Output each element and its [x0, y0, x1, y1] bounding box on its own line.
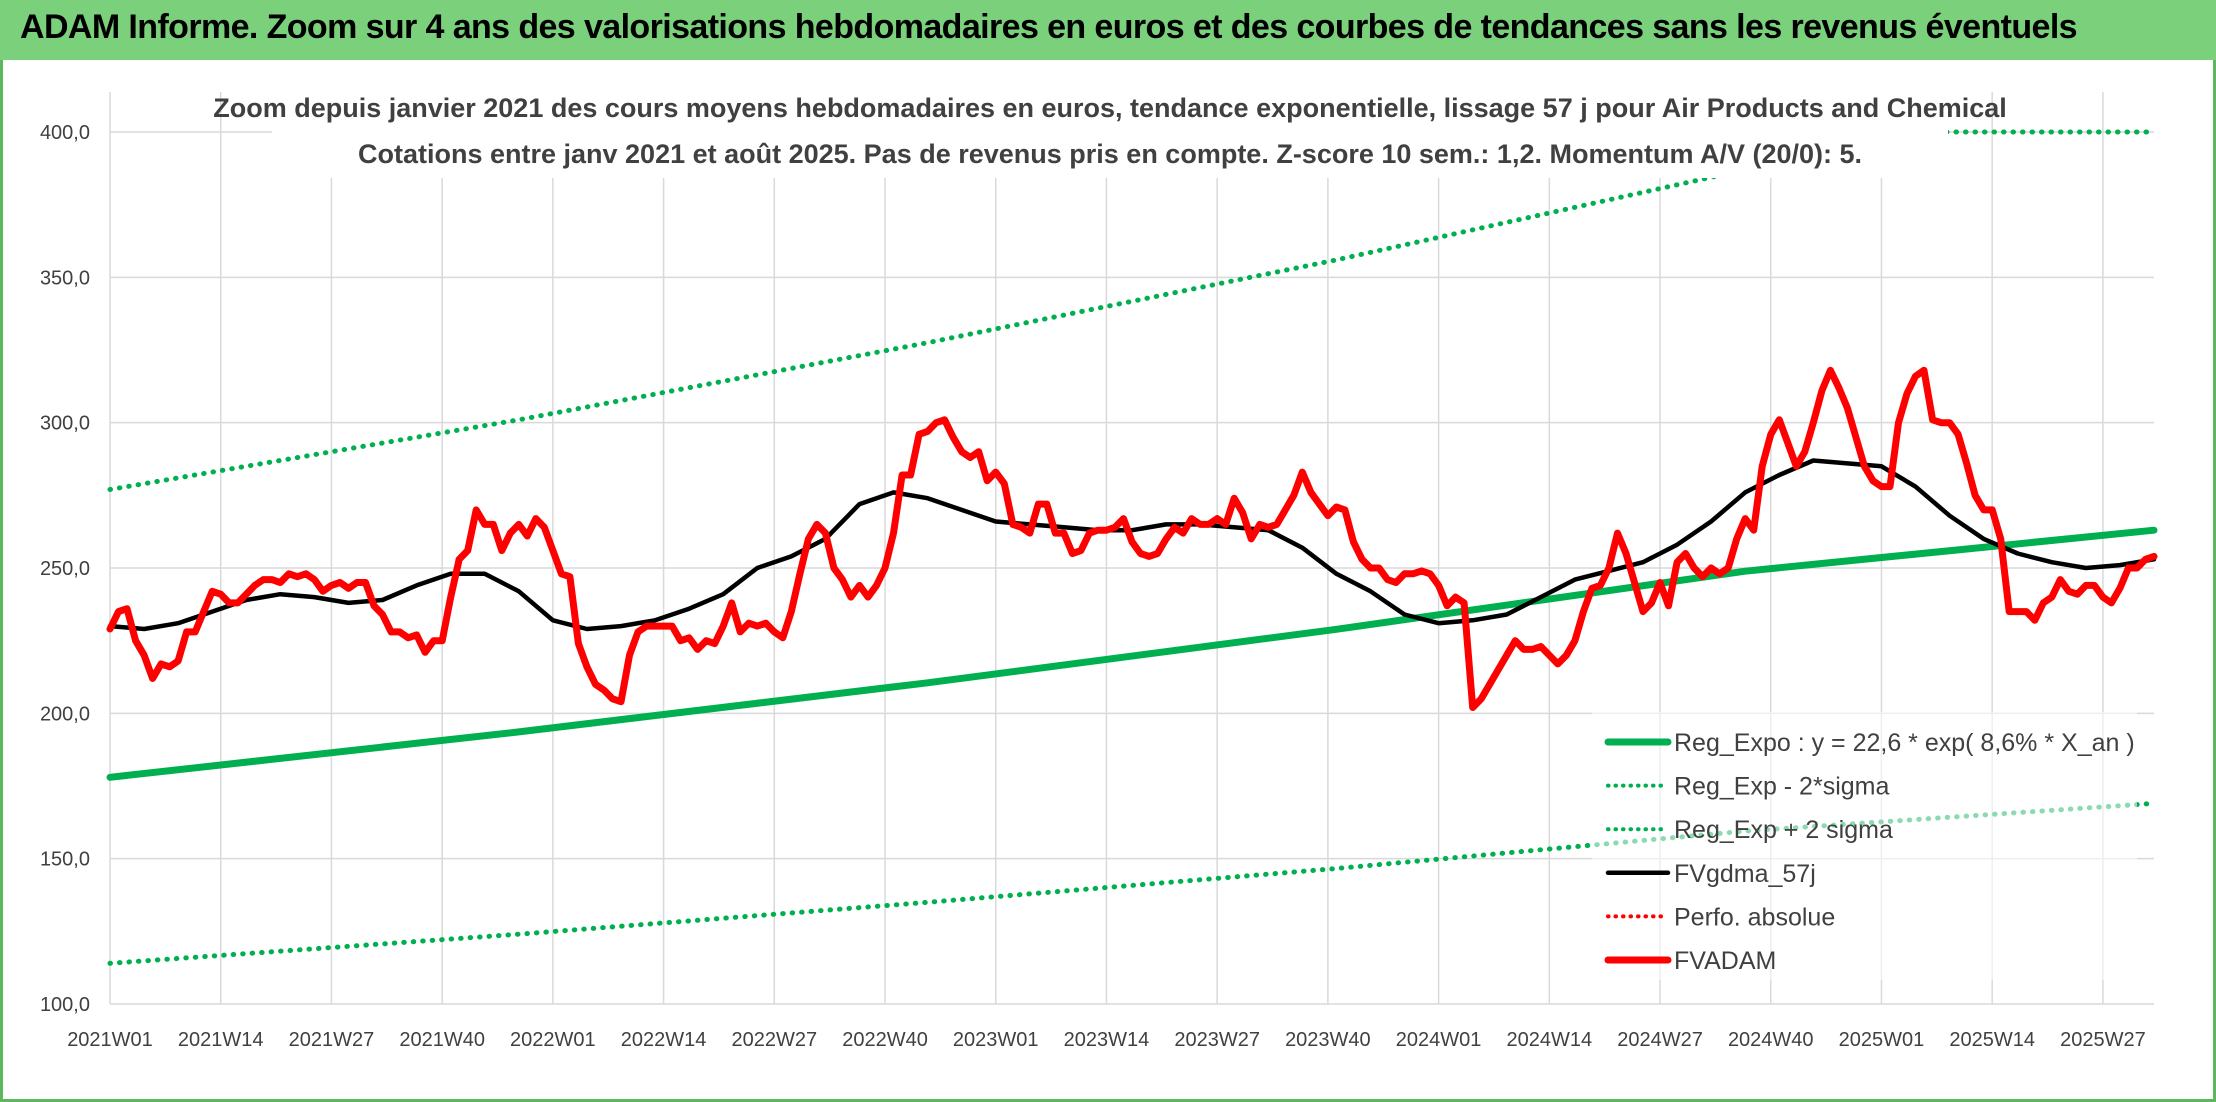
x-tick-label: 2023W14 [1064, 1029, 1150, 1051]
x-tick-label: 2021W01 [67, 1029, 153, 1051]
y-tick-label: 350,0 [40, 267, 90, 289]
chart-subtitle: Cotations entre janv 2021 et août 2025. … [358, 139, 1862, 169]
legend-label: Reg_Expo : y = 22,6 * exp( 8,6% * X_an ) [1674, 729, 2135, 757]
x-tick-label: 2021W14 [178, 1029, 264, 1051]
legend: Reg_Expo : y = 22,6 * exp( 8,6% * X_an )… [1592, 712, 2137, 980]
y-tick-label: 200,0 [40, 703, 90, 725]
y-axis-ticks: 400,0 350,0 300,0 250,0 200,0 150,0 100,0 [40, 122, 90, 1016]
legend-backdrop [1592, 712, 2137, 980]
x-tick-label: 2021W40 [399, 1029, 485, 1051]
y-tick-label: 400,0 [40, 122, 90, 144]
x-tick-label: 2023W01 [953, 1029, 1039, 1051]
x-tick-label: 2024W27 [1617, 1029, 1703, 1051]
x-tick-label: 2024W14 [1507, 1029, 1593, 1051]
report-title: ADAM Informe. Zoom sur 4 ans des valoris… [20, 8, 2078, 46]
x-tick-label: 2022W40 [842, 1029, 928, 1051]
x-tick-label: 2024W01 [1396, 1029, 1482, 1051]
series-line [107, 458, 2157, 632]
x-axis-ticks: 2021W01 2021W14 2021W27 2021W40 2022W01 2022W… [67, 1029, 2146, 1051]
x-tick-label: 2023W27 [1174, 1029, 1260, 1051]
x-tick-label: 2022W01 [510, 1029, 596, 1051]
y-tick-label: 150,0 [40, 849, 90, 871]
x-tick-label: 2022W27 [731, 1029, 817, 1051]
x-tick-label: 2021W27 [289, 1029, 375, 1051]
legend-label: Reg_Exp - 2*sigma [1674, 773, 1889, 801]
x-tick-label: 2022W14 [621, 1029, 707, 1051]
series-line [106, 366, 2158, 711]
title-backdrop [272, 86, 1948, 178]
y-tick-label: 250,0 [40, 558, 90, 580]
legend-label: Reg_Exp + 2 sigma [1674, 816, 1893, 844]
x-tick-label: 2025W27 [2060, 1029, 2146, 1051]
series-line [106, 526, 2158, 781]
x-tick-label: 2024W40 [1728, 1029, 1814, 1051]
x-tick-label: 2025W14 [1949, 1029, 2035, 1051]
x-tick-label: 2023W40 [1285, 1029, 1371, 1051]
legend-label: FVgdma_57j [1674, 860, 1816, 888]
y-tick-label: 100,0 [40, 994, 90, 1016]
legend-label: FVADAM [1674, 947, 1776, 975]
series-line [107, 129, 2157, 492]
report-banner: ADAM Informe. Zoom sur 4 ans des valoris… [0, 0, 2216, 60]
legend-label: Perfo. absolue [1674, 903, 1835, 931]
y-tick-label: 300,0 [40, 413, 90, 435]
x-tick-label: 2025W01 [1839, 1029, 1925, 1051]
chart-title: Zoom depuis janvier 2021 des cours moyen… [213, 93, 2007, 123]
